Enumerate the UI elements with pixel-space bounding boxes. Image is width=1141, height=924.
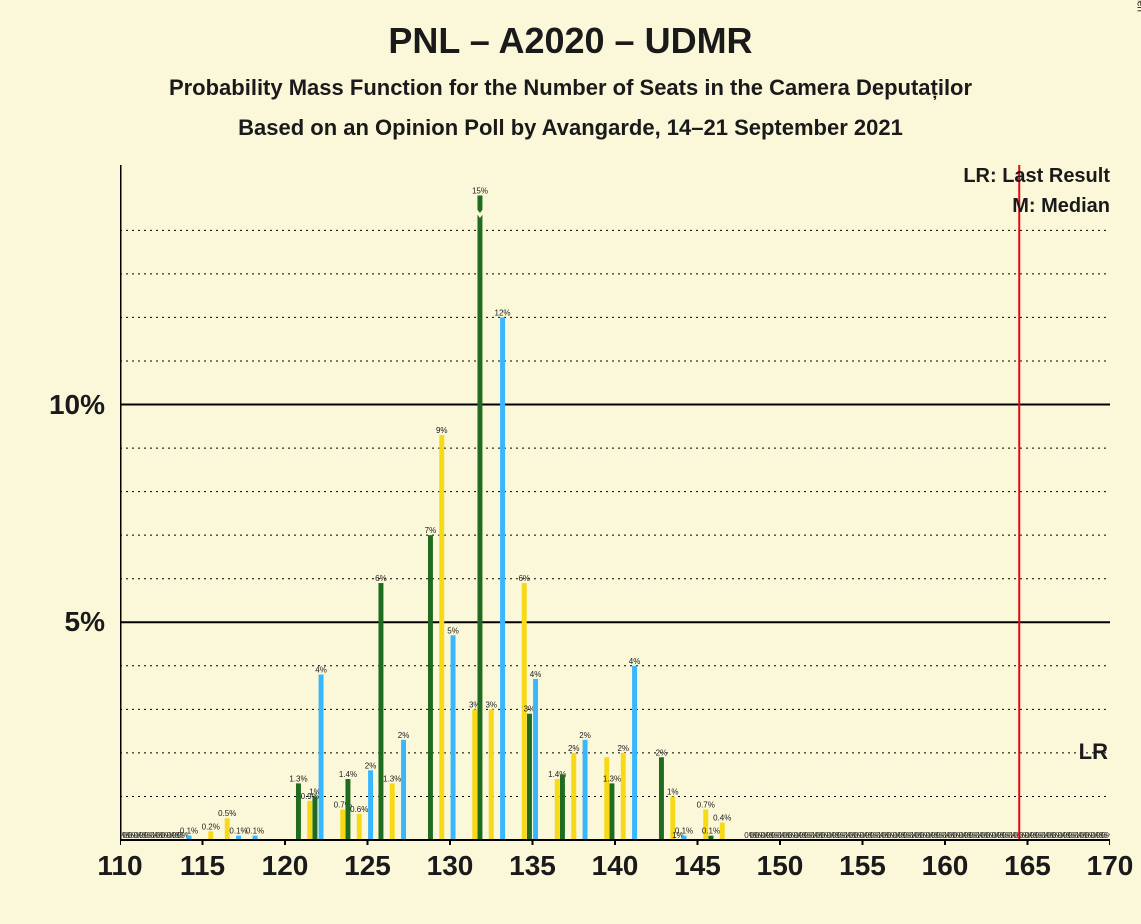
x-tick-label: 140 [585, 850, 645, 882]
y-tick-label: 10% [25, 389, 105, 421]
chart-container: PNL – A2020 – UDMR Probability Mass Func… [0, 0, 1141, 924]
x-tick-label: 155 [833, 850, 893, 882]
x-tick-label: 160 [915, 850, 975, 882]
bar-label: 6% [518, 574, 530, 583]
y-tick-label: 5% [25, 606, 105, 638]
bar-label: 1% [667, 787, 679, 796]
bar [307, 801, 312, 840]
bar-label: 0.1% [180, 827, 198, 836]
bar-label: 2% [365, 761, 377, 770]
bar [621, 753, 626, 840]
bar [451, 635, 456, 840]
lr-axis-label: LR [1079, 739, 1108, 765]
bar-label: 4% [530, 670, 542, 679]
bar [489, 709, 494, 840]
bar [428, 535, 433, 840]
bar-label: 2% [617, 744, 629, 753]
bar-label: 4% [315, 666, 327, 675]
bar-label: 2% [579, 731, 591, 740]
bar [312, 796, 317, 840]
legend-median: M: Median [1012, 195, 1110, 218]
x-tick-label: 165 [998, 850, 1058, 882]
bar [583, 740, 588, 840]
x-tick-label: 110 [90, 850, 150, 882]
bar-label: 0.6% [350, 805, 368, 814]
bar [604, 757, 609, 840]
copyright-label: © 2021 Filip van Laenen [1135, 0, 1141, 12]
x-tick-label: 135 [503, 850, 563, 882]
bar-label: 4% [629, 657, 641, 666]
bar-label: 12% [495, 308, 511, 317]
bar-label: 0.2% [202, 822, 220, 831]
bar-label: 9% [436, 426, 448, 435]
bar [390, 783, 395, 840]
bar [378, 583, 383, 840]
bar [609, 783, 614, 840]
x-tick-label: 120 [255, 850, 315, 882]
bar [319, 675, 324, 840]
x-tick-label: 130 [420, 850, 480, 882]
bar-label: 0.4% [713, 814, 731, 823]
chart-subtitle-2: Based on an Opinion Poll by Avangarde, 1… [0, 115, 1141, 141]
plot-area: 0%0%0%0%0%0%0%0%0%0%0%0%0.1%0.2%0.5%0.1%… [120, 165, 1110, 845]
bar-label: 3% [485, 700, 497, 709]
bar-label: 0.7% [697, 801, 715, 810]
bar-label: 0.5% [218, 809, 236, 818]
x-tick-label: 125 [338, 850, 398, 882]
bar [632, 666, 637, 840]
x-tick-label: 145 [668, 850, 728, 882]
chart-subtitle-1: Probability Mass Function for the Number… [0, 75, 1141, 101]
bar-label: 1.4% [339, 770, 357, 779]
bar [357, 814, 362, 840]
legend-lr: LR: Last Result [963, 165, 1110, 188]
bar [500, 317, 505, 840]
bar-label: 1.3% [603, 774, 621, 783]
bar-label: 2% [656, 748, 668, 757]
bar [439, 435, 444, 840]
bar-label: 0.1% [229, 827, 247, 836]
bar [527, 714, 532, 840]
bar-label: 0.1% [675, 827, 693, 836]
bar [477, 195, 482, 840]
bar [720, 823, 725, 840]
x-tick-label: 150 [750, 850, 810, 882]
bar-label: 2% [568, 744, 580, 753]
bar-label: 0.1% [246, 827, 264, 836]
chart-title: PNL – A2020 – UDMR [0, 20, 1141, 62]
bar-label: 2% [398, 731, 410, 740]
bar-label: 0% [1101, 831, 1110, 840]
bar-label: 7% [425, 526, 437, 535]
bar [555, 779, 560, 840]
bar [208, 831, 213, 840]
bar [340, 810, 345, 840]
bar-label: 0.1% [702, 827, 720, 836]
bar-label: 1.3% [289, 774, 307, 783]
chart-svg: 0%0%0%0%0%0%0%0%0%0%0%0%0.1%0.2%0.5%0.1%… [120, 165, 1110, 845]
x-tick-label: 170 [1080, 850, 1140, 882]
bar [368, 770, 373, 840]
bar [472, 709, 477, 840]
bar-label: 6% [375, 574, 387, 583]
bar [560, 775, 565, 840]
x-tick-label: 115 [173, 850, 233, 882]
bar-label: 15% [472, 186, 488, 195]
bar [571, 753, 576, 840]
bar [401, 740, 406, 840]
bar [533, 679, 538, 840]
bar-label: 1.3% [383, 774, 401, 783]
bar-label: 5% [447, 626, 459, 635]
bar [659, 757, 664, 840]
